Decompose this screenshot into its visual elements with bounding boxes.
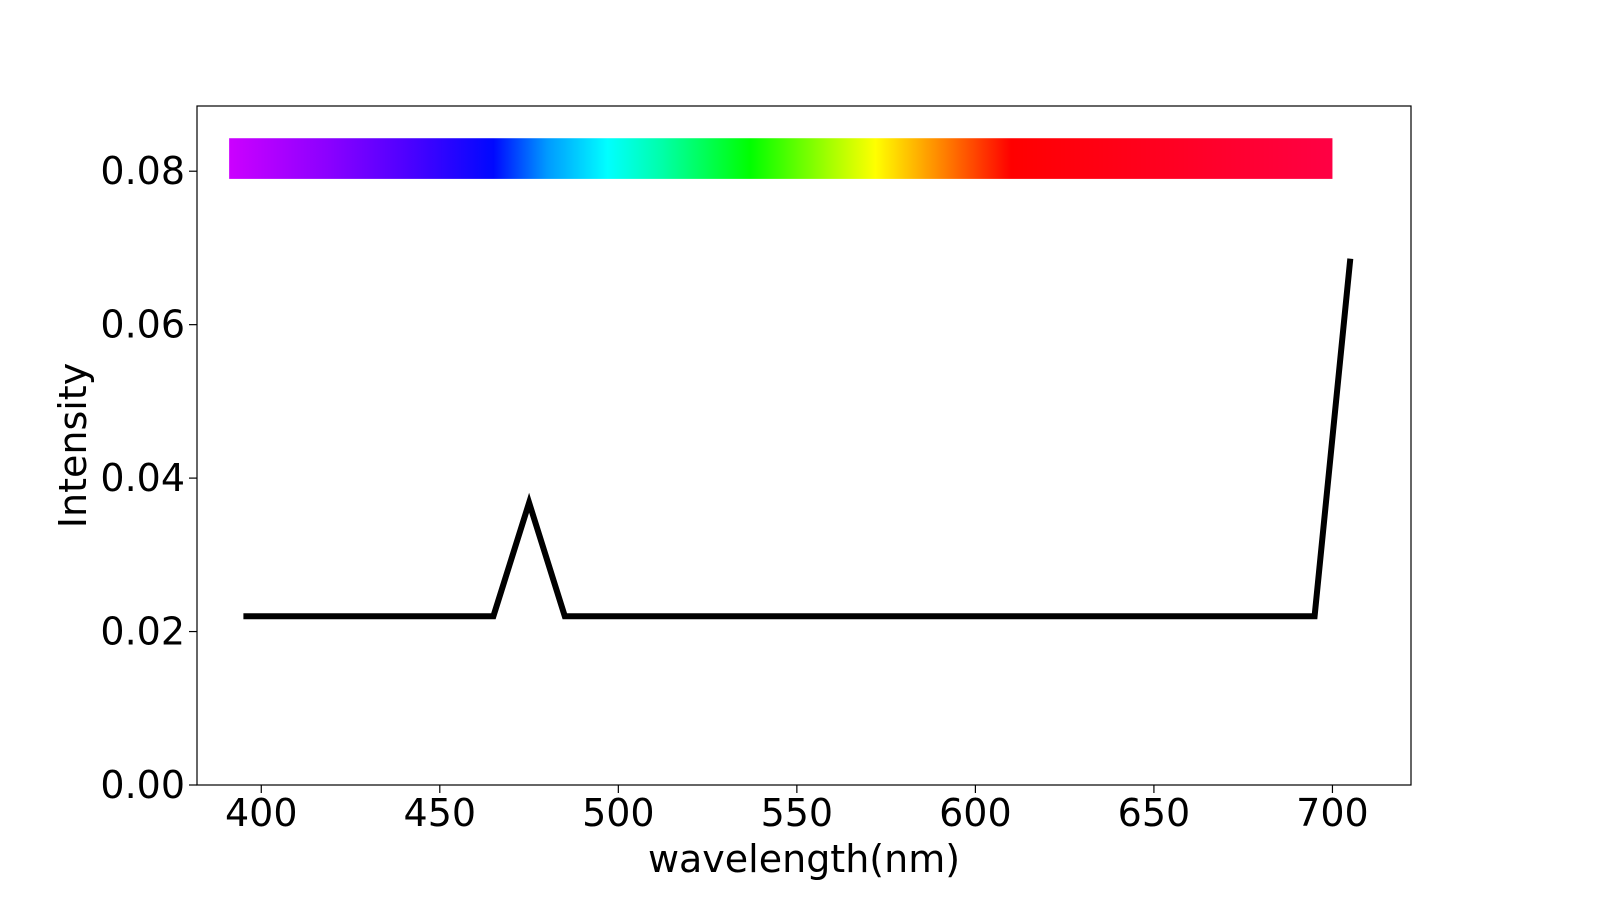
- y-tick-label: 0.04: [100, 456, 185, 500]
- y-axis: 0.00 0.02 0.04 0.06 0.08: [100, 149, 197, 807]
- x-tick-label: 550: [761, 791, 834, 835]
- spectrum-layer: [229, 138, 1333, 179]
- y-axis-label: Intensity: [51, 363, 95, 528]
- x-tick-label: 500: [582, 791, 655, 835]
- x-tick-label: 600: [939, 791, 1012, 835]
- y-tick-label: 0.02: [100, 610, 185, 654]
- y-tick-label: 0.08: [100, 149, 185, 193]
- plot-frame: [196, 105, 1412, 786]
- y-tick-label: 0.00: [100, 763, 185, 807]
- x-tick-label: 450: [404, 791, 477, 835]
- series-layer: [243, 258, 1354, 620]
- y-tick-label: 0.06: [100, 303, 185, 347]
- x-tick-label: 400: [225, 791, 298, 835]
- x-axis-label: wavelength(nm): [648, 837, 960, 881]
- spectrum-color-bar: [229, 138, 1333, 179]
- x-axis: 400 450 500 550 600 650 700: [225, 785, 1369, 835]
- x-tick-label: 650: [1118, 791, 1191, 835]
- series-line-0: [243, 258, 1354, 620]
- x-tick-label: 700: [1296, 791, 1369, 835]
